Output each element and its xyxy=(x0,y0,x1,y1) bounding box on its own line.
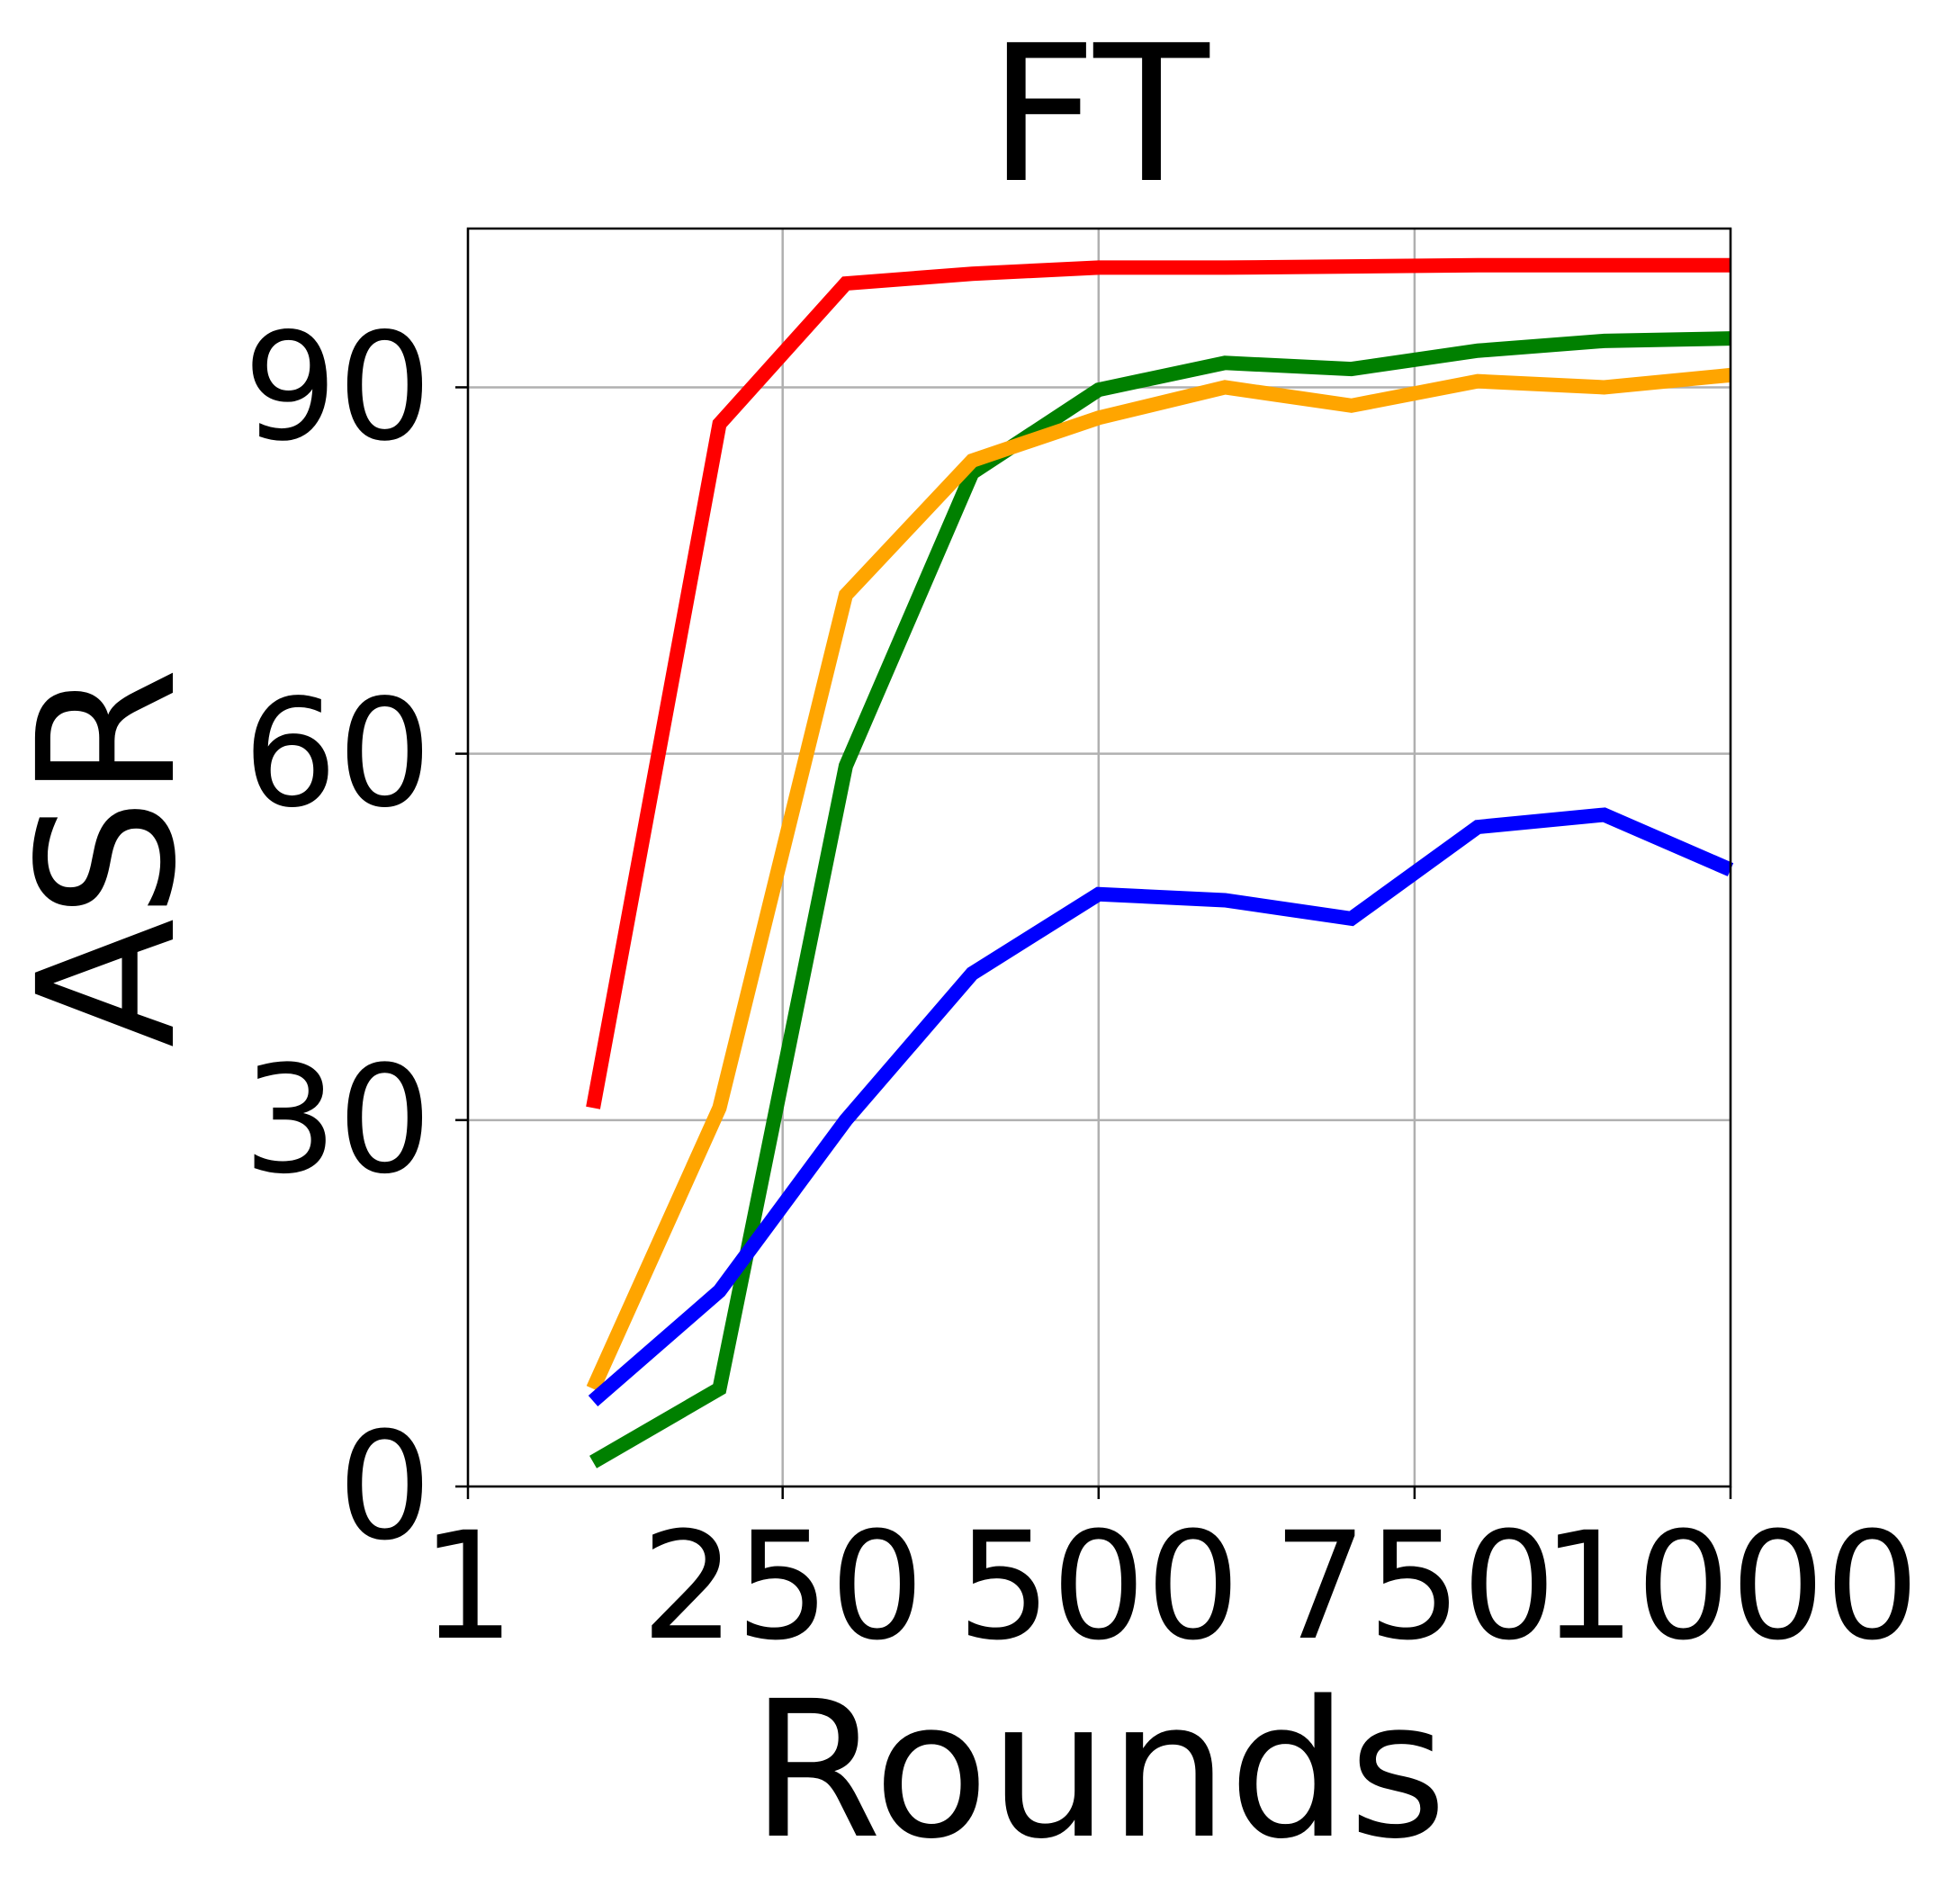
x-axis-label: Rounds xyxy=(751,1660,1447,1881)
series-line-4 xyxy=(588,807,1734,1407)
x-tick-label: 1 xyxy=(421,1500,516,1673)
series-line-1 xyxy=(586,257,1731,1109)
x-tick-label: 500 xyxy=(957,1500,1240,1673)
chart-title: FT xyxy=(988,4,1209,225)
series-lines xyxy=(586,257,1734,1468)
y-axis-label: ASR xyxy=(0,668,218,1048)
y-tick-label: 90 xyxy=(243,301,432,473)
y-tick-label: 30 xyxy=(243,1034,432,1207)
x-tick-label: 250 xyxy=(641,1500,924,1673)
series-line-2 xyxy=(589,331,1731,1468)
y-tick-label: 0 xyxy=(337,1400,432,1573)
x-tick-label: 750 xyxy=(1272,1500,1556,1673)
x-tick-label: 1000 xyxy=(1542,1500,1920,1673)
y-tick-label: 60 xyxy=(243,668,432,840)
series-line-3 xyxy=(586,367,1731,1392)
